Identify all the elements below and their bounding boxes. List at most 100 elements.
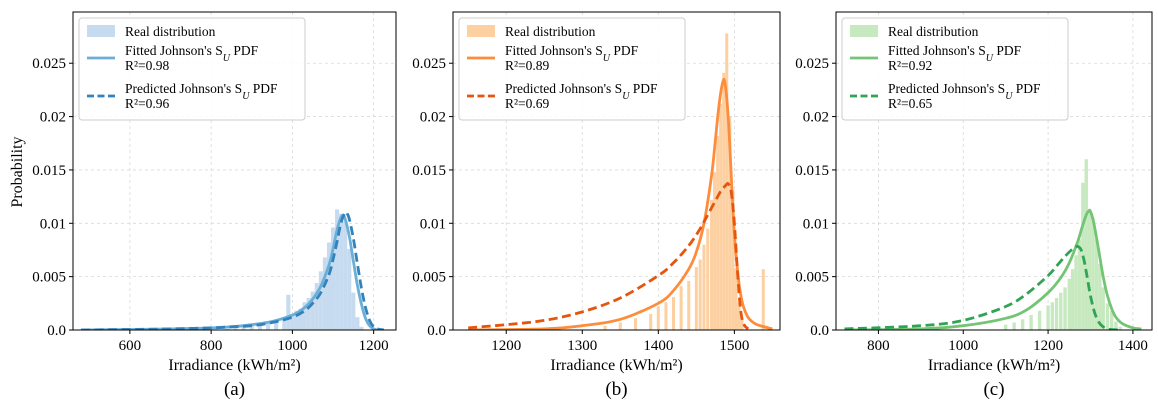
histogram-bar: [265, 323, 271, 330]
histogram-bar: [1012, 322, 1016, 330]
legend-r2-label: R²=0.65: [888, 96, 933, 111]
legend-label: Real distribution: [505, 24, 596, 39]
histogram-bar: [249, 325, 254, 330]
histogram-bar: [294, 310, 299, 330]
y-tick-label: 0.005: [795, 270, 829, 286]
histogram-bar: [1074, 255, 1078, 330]
histogram-bar: [1084, 159, 1088, 330]
histogram-bar: [664, 302, 668, 330]
x-axis-label: Irradiance (kWh/m²): [550, 357, 682, 374]
histogram-bar: [1087, 212, 1092, 330]
histogram-bar: [318, 271, 323, 330]
y-tick-label: 0.01: [420, 216, 446, 232]
histogram-bar: [737, 302, 741, 330]
x-tick-label: 1000: [277, 338, 307, 354]
fitted-pdf-line: [844, 208, 1142, 330]
y-tick-label: 0.01: [40, 216, 66, 232]
x-axis-label: Irradiance (kWh/m²): [928, 357, 1060, 374]
histogram-bar: [1020, 319, 1025, 330]
panel-b: 1200 1300 1400 1500 0.0 0.005 0.01 0.015 0.02 0.0…: [412, 11, 781, 400]
histogram-bar: [710, 199, 714, 330]
histogram-bar: [740, 318, 744, 330]
histogram-bar: [1054, 297, 1059, 330]
y-tick-label: 0.02: [803, 110, 829, 126]
histogram-bar: [1037, 310, 1042, 330]
histogram-bar: [355, 317, 360, 330]
histogram-bar: [257, 324, 262, 330]
histogram-bar: [282, 319, 287, 330]
x-tick-label: 1200: [1033, 338, 1063, 354]
histogram-bar: [1118, 326, 1122, 330]
x-tick-label: 1000: [948, 338, 978, 354]
histogram-bar: [656, 306, 660, 330]
histogram-bar: [335, 209, 340, 330]
histogram-bar: [1063, 287, 1067, 330]
x-tick-label: 600: [119, 338, 142, 354]
legend-swatch-histogram: [467, 25, 495, 37]
histogram-bar: [1029, 315, 1033, 330]
y-tick-label: 0.0: [427, 323, 446, 339]
histogram-bar: [339, 213, 344, 330]
y-tick-label: 0.015: [412, 163, 446, 179]
histogram-bar: [322, 257, 327, 330]
histogram-bar: [728, 116, 732, 330]
histogram-bar: [725, 33, 729, 330]
histogram-bar: [1046, 305, 1050, 330]
x-axis-label: Irradiance (kWh/m²): [168, 357, 300, 374]
y-axis-label: Probability: [9, 136, 26, 207]
x-tick-label: 1500: [719, 338, 749, 354]
histogram-bar: [761, 269, 765, 330]
fitted-pdf-line: [468, 77, 773, 330]
histogram-bar: [1098, 263, 1102, 330]
x-tick-label: 800: [200, 338, 223, 354]
axes-frame: [835, 11, 1153, 331]
histogram-bar: [1077, 239, 1082, 330]
x-tick-label: 1200: [359, 338, 389, 354]
y-tick-label: 0.0: [47, 323, 66, 339]
y-tick-label: 0.025: [32, 56, 66, 72]
histogram-bar: [722, 72, 726, 330]
legend-label: Real distribution: [888, 24, 979, 39]
histogram-bar: [314, 283, 319, 330]
histogram-bar: [286, 294, 291, 330]
histogram-bar: [1101, 287, 1105, 330]
histogram-bar: [1094, 239, 1099, 330]
histogram-bar: [702, 244, 706, 330]
histogram-bar: [326, 242, 331, 330]
histogram-bar: [225, 328, 230, 330]
histogram-bar: [679, 286, 683, 330]
y-tick-label: 0.0: [810, 323, 829, 339]
predicted-pdf-line: [844, 244, 1119, 330]
x-tick-label: 1300: [567, 338, 597, 354]
histogram-bar: [618, 322, 622, 330]
legend-label: Real distribution: [125, 24, 216, 39]
histogram-bar: [1070, 269, 1075, 330]
histogram-bar: [694, 267, 698, 330]
legend-swatch-histogram: [87, 25, 115, 37]
y-tick-label: 0.02: [40, 110, 66, 126]
histogram-bar: [1110, 310, 1114, 330]
histogram-bar: [302, 302, 307, 330]
histogram-bar: [1067, 278, 1071, 330]
histogram-bar: [719, 103, 723, 330]
histogram-bar: [359, 326, 364, 330]
panel-tag: (c): [983, 379, 1004, 400]
histogram-bar: [734, 268, 738, 330]
histogram-bar: [672, 296, 676, 330]
panel-a: 600 800 1000 1200 0.0 0.005 0.01 0.015 0.02 0.025…: [32, 11, 397, 400]
histogram-bar: [343, 221, 348, 330]
legend-r2-label: R²=0.96: [125, 96, 170, 111]
histogram-bar: [633, 318, 638, 330]
histogram-bar: [706, 228, 710, 330]
y-tick-label: 0.005: [32, 270, 66, 286]
y-tick-label: 0.025: [412, 56, 446, 72]
legend-r2-label: R²=0.98: [125, 58, 170, 73]
histogram-bar: [241, 326, 246, 330]
y-tick-label: 0.01: [803, 216, 829, 232]
histogram-bar: [698, 259, 702, 330]
histogram-bar: [347, 248, 352, 330]
